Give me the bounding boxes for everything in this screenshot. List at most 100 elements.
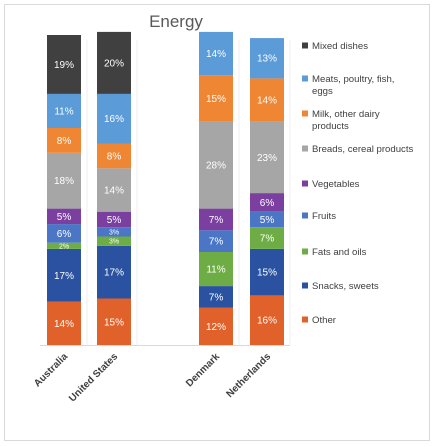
data-label: 5% <box>260 215 275 226</box>
bar-segment <box>199 208 233 231</box>
data-label: 5% <box>57 212 72 223</box>
category-tick-label: Australia <box>32 351 70 389</box>
legend-label: eggs <box>312 86 333 97</box>
bar-segment <box>250 38 284 79</box>
legend-swatch <box>302 180 308 187</box>
data-label: 14% <box>206 49 226 60</box>
bar-segment <box>47 152 81 209</box>
data-label: 14% <box>257 96 277 107</box>
bar-segment <box>199 230 233 252</box>
category-tick-label: United States <box>67 351 120 404</box>
bar-segment <box>97 298 131 345</box>
data-label: 2% <box>59 243 69 250</box>
legend-label: products <box>312 121 349 132</box>
bar-segment <box>47 301 81 345</box>
plot-area: 14% 17% 2% 6% 5% 18% 8% 11% 19% 15% 17% 3% 3% 5% 14% 8%… <box>32 31 291 404</box>
data-label: 8% <box>57 136 72 147</box>
data-label: 14% <box>54 319 74 330</box>
data-label: 15% <box>206 94 226 105</box>
data-label: 28% <box>206 161 226 172</box>
bar-segment <box>47 208 81 225</box>
data-label: 7% <box>260 234 275 245</box>
bar-segment <box>47 242 81 249</box>
bar-segment <box>250 227 284 249</box>
legend-swatch <box>302 75 308 82</box>
legend-swatch <box>302 282 308 289</box>
bar-segment <box>250 121 284 194</box>
legend-label: Snacks, sweets <box>312 281 379 292</box>
data-label: 6% <box>260 198 275 209</box>
bar-segment <box>199 252 233 287</box>
bar-segment <box>199 307 233 345</box>
legend-swatch <box>302 212 308 219</box>
legend-label: Fats and oils <box>312 247 367 258</box>
data-label: 5% <box>107 215 122 226</box>
legend-item: Other <box>302 315 337 326</box>
bar-segment <box>97 168 131 212</box>
data-label: 17% <box>104 268 124 279</box>
bar-segment <box>250 295 284 345</box>
data-label: 3% <box>109 229 119 236</box>
chart-title: Energy <box>149 12 203 31</box>
legend-label: Vegetables <box>312 179 360 190</box>
data-label: 11% <box>54 107 73 118</box>
bar-segment <box>250 78 284 122</box>
bar-segment <box>47 224 81 243</box>
bar-segment <box>199 121 233 209</box>
bar-segment <box>47 128 81 153</box>
data-label: 12% <box>206 322 226 333</box>
legend-swatch <box>302 145 308 152</box>
data-label: 6% <box>57 229 72 240</box>
legend: Mixed dishes Meats, poultry, fish,eggs Mil… <box>302 41 414 326</box>
data-label: 7% <box>209 215 224 226</box>
legend-item: Meats, poultry, fish,eggs <box>302 74 394 97</box>
bar-segment <box>97 211 131 228</box>
data-label: 16% <box>257 316 277 327</box>
bar-segment <box>47 93 81 128</box>
data-label: 18% <box>54 176 74 187</box>
data-label: 8% <box>107 151 122 162</box>
data-label: 15% <box>104 317 124 328</box>
bar-segment <box>250 211 284 228</box>
legend-label: Breads, cereal products <box>312 144 414 155</box>
legend-label: Fruits <box>312 211 336 222</box>
data-label: 17% <box>54 271 74 282</box>
bar-segment <box>199 31 233 76</box>
legend-label: Milk, other dairy <box>312 109 380 120</box>
legend-item: Breads, cereal products <box>302 144 414 155</box>
category-tick-label: Denmark <box>184 351 222 389</box>
category-tick-label: Netherlands <box>224 351 273 400</box>
legend-swatch <box>302 248 308 255</box>
legend-label: Other <box>312 315 337 326</box>
legend-swatch <box>302 110 308 117</box>
bar-segment <box>47 248 81 302</box>
data-label: 13% <box>257 54 277 65</box>
legend-swatch <box>302 316 308 323</box>
bar-segment <box>250 248 284 296</box>
bar-segment <box>97 143 131 169</box>
data-label: 15% <box>257 268 277 279</box>
bar-segment <box>97 245 131 299</box>
data-label: 16% <box>104 114 124 125</box>
data-label: 7% <box>209 237 224 248</box>
data-label: 20% <box>104 58 124 69</box>
data-label: 14% <box>104 186 124 197</box>
legend-item: Fats and oils <box>302 247 367 258</box>
bar-segment <box>97 236 131 246</box>
data-label: 7% <box>209 292 224 303</box>
bar-segment <box>47 35 81 94</box>
legend-label: Meats, poultry, fish, <box>312 74 394 85</box>
legend-label: Mixed dishes <box>312 41 368 52</box>
legend-item: Vegetables <box>302 179 360 190</box>
data-label: 11% <box>206 265 225 276</box>
legend-item: Snacks, sweets <box>302 281 379 292</box>
legend-swatch <box>302 42 308 49</box>
data-label: 23% <box>257 153 277 164</box>
bar-segment <box>199 286 233 308</box>
bar-segment <box>97 227 131 237</box>
legend-item: Mixed dishes <box>302 41 368 52</box>
data-label: 3% <box>109 239 119 246</box>
bar-segment <box>250 193 284 212</box>
